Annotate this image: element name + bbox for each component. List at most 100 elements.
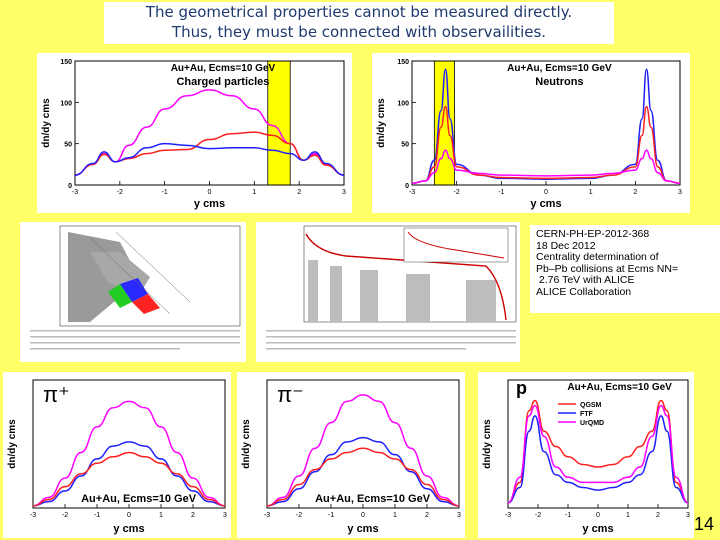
x-tick-label: -3 xyxy=(505,512,511,519)
plot-frame xyxy=(507,379,689,509)
centrality-band xyxy=(360,270,378,322)
reference-line: Pb–Pb collisions at Ecms NN= xyxy=(536,262,679,275)
x-tick-label: 0 xyxy=(127,512,131,519)
x-tick-label: -1 xyxy=(328,512,334,519)
series-line-blue xyxy=(74,142,345,176)
piplus-panel: -3 -2 -1 0 1 2 3 y cms dn/dy cms Au+Au, Ecms=10 G… xyxy=(3,372,231,538)
series-line-red xyxy=(507,399,689,504)
x-tick-label: 1 xyxy=(589,189,593,196)
legend-label: FTF xyxy=(580,411,594,418)
chart-subtitle: π⁺ xyxy=(43,382,70,407)
x-tick-label: 0 xyxy=(208,189,212,196)
x-tick-label: 2 xyxy=(656,512,660,519)
reference-line: Centrality determination of xyxy=(536,251,659,264)
x-tick-label: 2 xyxy=(297,189,301,196)
piminus-chart: -3 -2 -1 0 1 2 3 y cms dn/dy cms Au+Au, Ecms=10 G… xyxy=(241,379,461,535)
slide-title: The geometrical properties cannot be mea… xyxy=(104,2,614,44)
caption-line xyxy=(266,342,516,344)
y-tick-label: 0 xyxy=(68,183,72,190)
x-tick-label: 0 xyxy=(544,189,548,196)
alice-scatter-svg xyxy=(30,225,241,350)
series-line-red xyxy=(266,447,460,507)
x-tick-label: -1 xyxy=(565,512,571,519)
x-tick-label: 1 xyxy=(252,189,256,196)
reference-box: CERN-PH-EP-2012-368 18 Dec 2012 Centrali… xyxy=(530,225,720,313)
caption-line xyxy=(30,330,240,332)
charged-particles-chart: -3 -2 -1 0 1 2 3 0 50 100 150 y cms dn/dy cms Au+Au, … xyxy=(41,59,346,210)
x-tick-label: -2 xyxy=(535,512,541,519)
x-tick-label: -2 xyxy=(117,189,123,196)
y-axis-label: dn/dy cms xyxy=(376,98,387,148)
series-line-magenta xyxy=(32,400,226,507)
legend-label: UrQMD xyxy=(580,420,604,427)
series-line-blue xyxy=(507,415,689,504)
x-tick-label: 3 xyxy=(223,512,227,519)
caption-line xyxy=(266,348,466,350)
centrality-band xyxy=(308,260,318,322)
x-tick-label: -3 xyxy=(72,189,78,196)
title-line-2: Thus, they must be connected with observ… xyxy=(171,23,547,41)
y-tick-label: 100 xyxy=(397,100,409,107)
caption-line xyxy=(266,330,516,332)
x-tick-label: 3 xyxy=(678,189,682,196)
series-line-blue xyxy=(411,68,681,185)
proton-panel: -3 -2 -1 0 1 2 3 y cms dn/dy cms Au+Au, Ecms=10 G… xyxy=(478,372,694,538)
piplus-chart: -3 -2 -1 0 1 2 3 y cms dn/dy cms Au+Au, Ecms=10 G… xyxy=(7,379,227,535)
alice-scatter-figure xyxy=(20,222,246,362)
legend-label: QGSM xyxy=(580,402,602,409)
caption-line xyxy=(30,336,240,338)
caption-line xyxy=(266,336,516,338)
x-tick-label: 0 xyxy=(596,512,600,519)
x-tick-label: -2 xyxy=(454,189,460,196)
y-tick-label: 0 xyxy=(405,183,409,190)
reference-line: 18 Dec 2012 xyxy=(536,239,596,252)
chart-subtitle: p xyxy=(516,378,527,398)
scatter-red-band xyxy=(132,294,160,314)
chart-subtitle: Neutrons xyxy=(535,76,583,88)
neutrons-chart: -3 -2 -1 0 1 2 3 0 50 100 150 y cms dn/dy cms Au+Au, … xyxy=(376,59,682,210)
x-tick-label: 2 xyxy=(425,512,429,519)
piminus-panel: -3 -2 -1 0 1 2 3 y cms dn/dy cms Au+Au, Ecms=10 G… xyxy=(237,372,465,538)
centrality-band xyxy=(330,266,342,322)
x-tick-label: 1 xyxy=(159,512,163,519)
highlight-band xyxy=(267,60,291,186)
y-tick-label: 150 xyxy=(397,59,409,66)
scatter-green-band xyxy=(108,284,132,308)
series-line-blue xyxy=(266,436,460,507)
x-axis-label: y cms xyxy=(113,523,144,535)
caption-line xyxy=(30,348,180,350)
x-tick-label: 2 xyxy=(191,512,195,519)
neutrons-panel: -3 -2 -1 0 1 2 3 0 50 100 150 y cms dn/dy cms Au+Au, … xyxy=(372,53,690,213)
scatter-guide-line xyxy=(89,237,171,315)
scatter-frame xyxy=(59,225,241,327)
x-axis-label: y cms xyxy=(582,523,613,535)
centrality-band xyxy=(466,280,496,322)
x-tick-label: 3 xyxy=(342,189,346,196)
centrality-band xyxy=(406,274,430,322)
x-tick-label: -1 xyxy=(498,189,504,196)
x-tick-label: 1 xyxy=(626,512,630,519)
y-axis-label: dn/dy cms xyxy=(241,419,252,469)
x-tick-label: 3 xyxy=(457,512,461,519)
x-tick-label: 3 xyxy=(686,512,690,519)
chart-title: Au+Au, Ecms=10 GeV xyxy=(315,493,431,505)
series-line-red xyxy=(32,451,226,507)
distribution-inset xyxy=(403,227,509,263)
chart-title: Au+Au, Ecms=10 GeV xyxy=(567,382,672,393)
reference-line: 2.76 TeV with ALICE xyxy=(536,274,635,287)
x-axis-label: y cms xyxy=(194,198,225,210)
reference-line: ALICE Collaboration xyxy=(536,285,632,298)
chart-title: Au+Au, Ecms=10 GeV xyxy=(81,493,197,505)
x-tick-label: 1 xyxy=(393,512,397,519)
x-tick-label: -3 xyxy=(264,512,270,519)
scatter-guide-line-2 xyxy=(115,231,191,303)
y-axis-label: dn/dy cms xyxy=(482,419,493,469)
chart-title: Au+Au, Ecms=10 GeV xyxy=(507,63,612,74)
y-tick-label: 50 xyxy=(64,142,72,149)
y-tick-label: 50 xyxy=(401,142,409,149)
x-tick-label: -3 xyxy=(409,189,415,196)
y-tick-label: 100 xyxy=(60,100,72,107)
chart-subtitle: π⁻ xyxy=(277,382,304,407)
caption-line xyxy=(30,342,240,344)
series-line-magenta xyxy=(507,404,689,504)
